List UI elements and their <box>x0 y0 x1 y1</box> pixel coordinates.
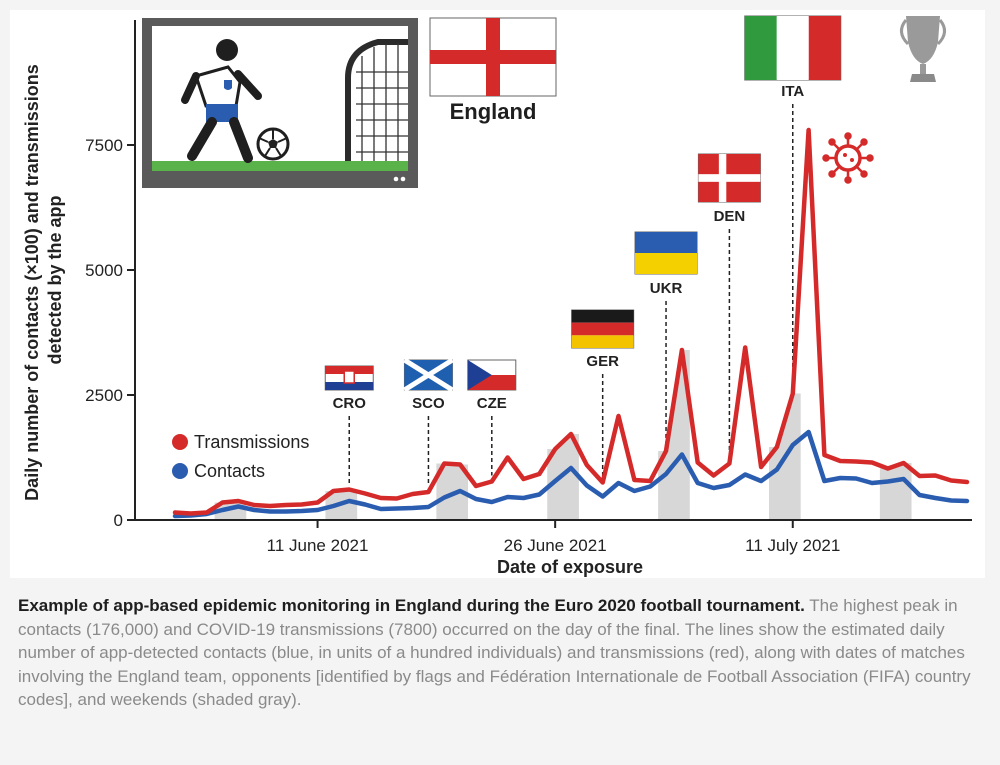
caption-title: Example of app-based epidemic monitoring… <box>18 596 805 615</box>
match-code-label: DEN <box>714 208 746 225</box>
england-flag <box>429 17 557 97</box>
tv-light-icon <box>400 176 406 182</box>
italy-flag <box>744 15 842 81</box>
x-tick-label: 26 June 2021 <box>504 536 607 555</box>
goal-net-icon <box>345 39 408 161</box>
match-markers: CRO SCO CZE GER UKR DEN ITA <box>324 15 842 412</box>
tv-light-icon <box>393 176 399 182</box>
denmark-flag <box>697 153 761 203</box>
czech-flag <box>467 359 517 391</box>
legend-marker-transmissions <box>172 434 188 450</box>
series-line-transmissions <box>172 127 970 516</box>
ukraine-flag <box>634 231 698 275</box>
x-ticks: 11 June 2021 26 June 2021 11 July 2021 <box>267 520 840 555</box>
legend-label-contacts: Contacts <box>194 461 265 481</box>
y-ticks: 0 2500 5000 7500 <box>85 136 135 530</box>
figure-caption: Example of app-based epidemic monitoring… <box>18 594 980 712</box>
x-tick-label: 11 July 2021 <box>745 536 840 555</box>
croatia-flag <box>324 365 374 391</box>
legend-label-transmissions: Transmissions <box>194 432 309 452</box>
series-lines <box>172 127 970 519</box>
match-code-label: GER <box>586 353 619 370</box>
weekend-shade <box>658 350 690 520</box>
virus-icon <box>822 132 874 184</box>
grass-strip <box>152 161 408 171</box>
legend-marker-contacts <box>172 463 188 479</box>
chart-panel: 0 2500 5000 7500 11 June 2021 26 June 2021 11… <box>10 10 985 578</box>
match-code-label: CZE <box>477 395 507 412</box>
caption-body: The highest peak in contacts (176,000) a… <box>18 596 971 709</box>
germany-flag <box>571 309 635 349</box>
match-code-label: SCO <box>412 395 445 412</box>
football-icon <box>256 127 290 161</box>
series-line-contacts <box>172 429 970 519</box>
match-drop-lines <box>348 104 794 486</box>
x-tick-label: 11 June 2021 <box>267 536 369 555</box>
weekend-shade <box>879 463 912 520</box>
x-axis-title: Date of exposure <box>497 557 643 577</box>
y-axis-title-line-1: Daily number of contacts (×100) and tran… <box>22 64 42 501</box>
weekend-shade <box>436 463 469 520</box>
match-code-label: CRO <box>333 395 367 412</box>
player-icon <box>181 39 262 163</box>
match-code-label: UKR <box>650 280 683 297</box>
y-axis-title: Daily number of contacts (×100) and tran… <box>22 59 65 501</box>
y-tick-label: 2500 <box>85 386 123 405</box>
scotland-flag <box>403 357 454 393</box>
legend: Transmissions Contacts <box>172 432 309 481</box>
football-player-tv-icon <box>142 18 418 188</box>
y-tick-label: 7500 <box>85 136 123 155</box>
match-code-label: ITA <box>781 83 804 100</box>
y-tick-label: 5000 <box>85 261 123 280</box>
y-axis-title-line-2: detected by the app <box>45 195 65 364</box>
trophy-icon <box>900 16 946 82</box>
y-tick-label: 0 <box>114 511 123 530</box>
team-label: England <box>450 99 537 124</box>
